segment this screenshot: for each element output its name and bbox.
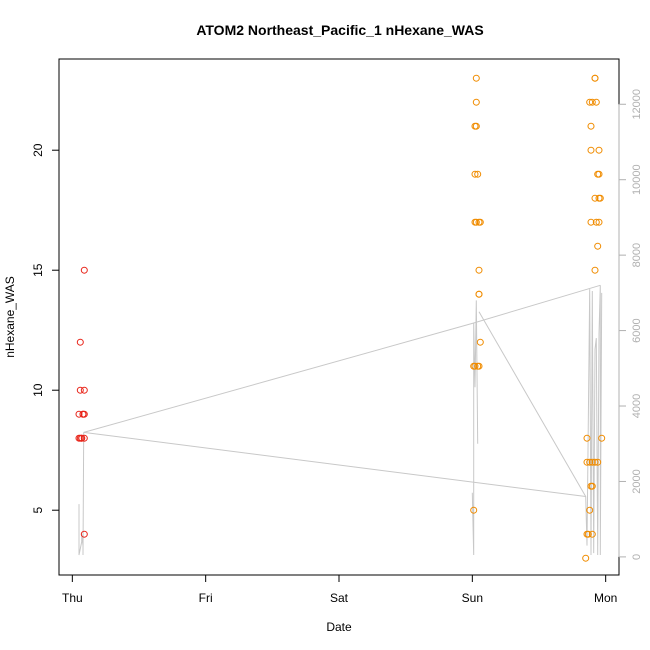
y2-tick-label: 12000 xyxy=(631,89,643,120)
line-segment-sun xyxy=(471,300,479,556)
data-point xyxy=(586,98,594,106)
x-tick-label: Sun xyxy=(462,591,483,605)
data-point xyxy=(470,506,478,514)
data-point xyxy=(588,98,596,106)
data-point xyxy=(591,194,599,202)
data-point xyxy=(592,98,600,106)
y-tick-label: 5 xyxy=(31,507,45,514)
data-point xyxy=(75,410,83,418)
data-point xyxy=(472,218,480,226)
data-point xyxy=(595,146,603,154)
y2-axis: 0 2000 4000 6000 8000 10000 12000 xyxy=(618,89,643,560)
data-point xyxy=(594,458,602,466)
data-point xyxy=(475,266,483,274)
y2-tick-label: 2000 xyxy=(631,469,643,493)
data-point xyxy=(586,458,594,466)
line-trend xyxy=(83,284,601,433)
y2-tick-label: 4000 xyxy=(631,394,643,418)
data-point xyxy=(76,338,84,346)
line-trend-2 xyxy=(83,431,586,497)
data-point xyxy=(588,530,596,538)
data-point xyxy=(476,338,484,346)
y-axis: 5 10 15 20 xyxy=(31,143,60,514)
data-point xyxy=(472,122,480,130)
data-point xyxy=(80,386,88,394)
data-point xyxy=(472,74,480,82)
data-point xyxy=(587,218,595,226)
data-point xyxy=(587,146,595,154)
plot-area xyxy=(58,58,620,576)
x-axis: Thu Fri Sat Sun Mon xyxy=(62,574,617,605)
x-tick-label: Sat xyxy=(330,591,349,605)
y2-tick-label: 8000 xyxy=(631,243,643,267)
data-point xyxy=(80,410,88,418)
data-point xyxy=(583,434,591,442)
y-axis-label: nHexane_WAS xyxy=(3,276,17,358)
data-point xyxy=(586,506,594,514)
data-point xyxy=(76,386,84,394)
data-point xyxy=(598,434,606,442)
x-tick-label: Fri xyxy=(199,591,213,605)
data-point xyxy=(583,458,591,466)
data-point xyxy=(80,266,88,274)
data-point xyxy=(472,98,480,106)
data-point xyxy=(591,458,599,466)
x-axis-label: Date xyxy=(326,620,352,634)
scatter-points xyxy=(75,74,606,562)
data-point xyxy=(80,530,88,538)
data-point xyxy=(596,194,604,202)
data-point xyxy=(471,170,479,178)
data-point xyxy=(595,218,603,226)
line-segment-mon xyxy=(478,285,603,556)
data-point xyxy=(471,362,479,370)
y-tick-label: 15 xyxy=(31,263,45,277)
data-point xyxy=(591,266,599,274)
data-point xyxy=(588,458,596,466)
data-point xyxy=(475,362,483,370)
data-point xyxy=(588,482,596,490)
data-point xyxy=(475,290,483,298)
y-tick-label: 20 xyxy=(31,143,45,157)
chart-title: ATOM2 Northeast_Pacific_1 nHexane_WAS xyxy=(196,22,483,38)
data-point xyxy=(595,170,603,178)
data-point xyxy=(592,218,600,226)
data-point xyxy=(587,122,595,130)
data-point xyxy=(594,242,602,250)
x-tick-label: Thu xyxy=(62,591,83,605)
data-point xyxy=(584,530,592,538)
y2-tick-label: 10000 xyxy=(631,164,643,195)
x-tick-label: Mon xyxy=(594,591,617,605)
y2-tick-label: 0 xyxy=(631,554,643,560)
data-point xyxy=(78,434,86,442)
data-point xyxy=(476,218,484,226)
line-series xyxy=(78,284,603,556)
data-point xyxy=(474,170,482,178)
data-point xyxy=(591,74,599,82)
data-point xyxy=(582,554,590,562)
y2-tick-label: 6000 xyxy=(631,318,643,342)
data-point xyxy=(80,434,88,442)
y-tick-label: 10 xyxy=(31,383,45,397)
